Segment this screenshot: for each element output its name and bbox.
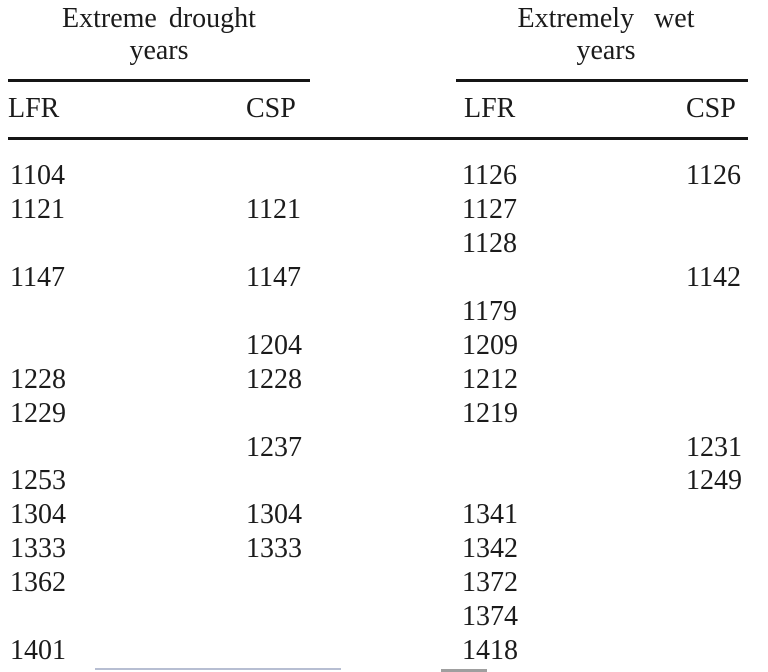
year-cell-drought-lfr: 1121 — [10, 193, 65, 225]
year-cell-wet-lfr — [462, 431, 686, 465]
group-title-line2: years — [576, 35, 636, 66]
group-title-extremely-wet: Extremely wet years — [460, 3, 752, 67]
year-cell-drought-csp — [246, 634, 462, 668]
year-cell-drought-csp: 1204 — [246, 329, 302, 361]
table-row: 1104 1126 1126 — [8, 159, 748, 193]
year-cell-wet-csp — [686, 634, 748, 668]
year-cell-drought-csp: 1121 — [246, 193, 301, 225]
column-header-csp-wet: CSP — [686, 93, 736, 124]
year-cell-wet-csp — [686, 532, 748, 566]
table-row: 1362 1372 — [8, 566, 748, 600]
year-cell-drought-lfr: 1253 — [10, 465, 66, 497]
year-cell-drought-csp — [246, 295, 462, 329]
bottom-cutoff-text — [441, 669, 487, 672]
year-cell-drought-lfr — [8, 600, 246, 634]
group-title-line2: years — [129, 35, 189, 66]
table-row: 1333 1333 1342 — [8, 532, 748, 566]
year-cell-drought-csp — [246, 159, 462, 193]
column-header-lfr-wet: LFR — [464, 93, 516, 124]
table-row: 1229 1219 — [8, 397, 748, 431]
year-cell-drought-csp — [246, 600, 462, 634]
group-title-line1: Extremely wet — [517, 3, 695, 34]
year-cell-wet-lfr: 1342 — [462, 533, 518, 565]
year-cell-drought-csp — [246, 227, 462, 261]
year-cell-wet-lfr: 1128 — [462, 227, 517, 259]
table-row: 1204 1209 — [8, 329, 748, 363]
group-rule-right — [456, 79, 748, 82]
year-cell-wet-csp — [686, 193, 748, 227]
year-cell-wet-csp — [686, 498, 748, 532]
bottom-cutoff-rule — [95, 668, 341, 670]
year-cell-wet-lfr: 1418 — [462, 635, 518, 667]
year-cell-drought-csp — [246, 397, 462, 431]
year-cell-wet-lfr: 1209 — [462, 329, 518, 361]
year-cell-drought-lfr: 1333 — [10, 533, 66, 565]
year-cell-wet-csp — [686, 295, 748, 329]
year-cell-wet-lfr: 1212 — [462, 363, 518, 395]
year-cell-drought-lfr: 1362 — [10, 567, 66, 599]
year-cell-wet-csp: 1142 — [686, 261, 741, 293]
group-rule-left — [8, 79, 310, 82]
table-row: 1253 1249 — [8, 464, 748, 498]
table-row: 1179 — [8, 295, 748, 329]
year-cell-wet-csp — [686, 600, 748, 634]
year-cell-wet-lfr: 1127 — [462, 193, 517, 225]
year-cell-wet-lfr: 1341 — [462, 499, 518, 531]
table-row: 1304 1304 1341 — [8, 498, 748, 532]
table-row: 1374 — [8, 600, 748, 634]
year-cell-drought-lfr: 1147 — [10, 261, 65, 293]
year-cell-wet-lfr: 1374 — [462, 601, 518, 633]
year-cell-wet-lfr: 1219 — [462, 397, 518, 429]
table-row: 1228 1228 1212 — [8, 363, 748, 397]
column-header-lfr-drought: LFR — [8, 93, 60, 124]
year-cell-drought-csp: 1147 — [246, 261, 301, 293]
year-cell-drought-lfr: 1228 — [10, 363, 66, 395]
table-row: 1237 1231 — [8, 431, 748, 465]
year-cell-drought-lfr — [8, 227, 246, 261]
group-title-extreme-drought: Extreme drought years — [8, 3, 310, 67]
year-cell-drought-lfr: 1401 — [10, 635, 66, 667]
year-cell-drought-lfr — [8, 295, 246, 329]
year-cell-wet-lfr — [462, 261, 686, 295]
year-cell-drought-lfr: 1229 — [10, 397, 66, 429]
year-cell-drought-lfr: 1104 — [10, 160, 65, 191]
year-cell-drought-lfr — [8, 431, 246, 465]
year-cell-drought-csp: 1304 — [246, 499, 302, 531]
year-cell-wet-lfr — [462, 464, 686, 498]
year-cell-wet-csp — [686, 566, 748, 600]
year-cell-drought-csp — [246, 464, 462, 498]
year-cell-wet-lfr: 1179 — [462, 295, 517, 327]
year-cell-wet-csp — [686, 227, 748, 261]
year-cell-drought-lfr — [8, 329, 246, 363]
header-separator-rule — [8, 137, 748, 140]
year-cell-wet-lfr: 1126 — [462, 160, 517, 191]
year-cell-wet-csp: 1249 — [686, 465, 742, 497]
year-cell-wet-csp: 1231 — [686, 431, 742, 463]
table-row: 1128 — [8, 227, 748, 261]
table-row: 1147 1147 1142 — [8, 261, 748, 295]
year-cell-drought-csp: 1228 — [246, 363, 302, 395]
year-cell-drought-csp — [246, 566, 462, 600]
year-cell-drought-csp: 1237 — [246, 431, 302, 463]
column-header-csp-drought: CSP — [246, 93, 296, 124]
year-cell-wet-csp: 1126 — [686, 160, 741, 191]
year-cell-wet-lfr: 1372 — [462, 567, 518, 599]
year-cell-wet-csp — [686, 363, 748, 397]
year-cell-wet-csp — [686, 397, 748, 431]
group-title-line1: Extreme drought — [62, 3, 256, 34]
table-row: 1401 1418 — [8, 634, 748, 668]
year-cell-drought-csp: 1333 — [246, 533, 302, 565]
year-cell-drought-lfr: 1304 — [10, 499, 66, 531]
table-body: 1104 1126 1126 1121 1121 1127 1128 1147 … — [8, 159, 748, 668]
table-row: 1121 1121 1127 — [8, 193, 748, 227]
year-cell-wet-csp — [686, 329, 748, 363]
